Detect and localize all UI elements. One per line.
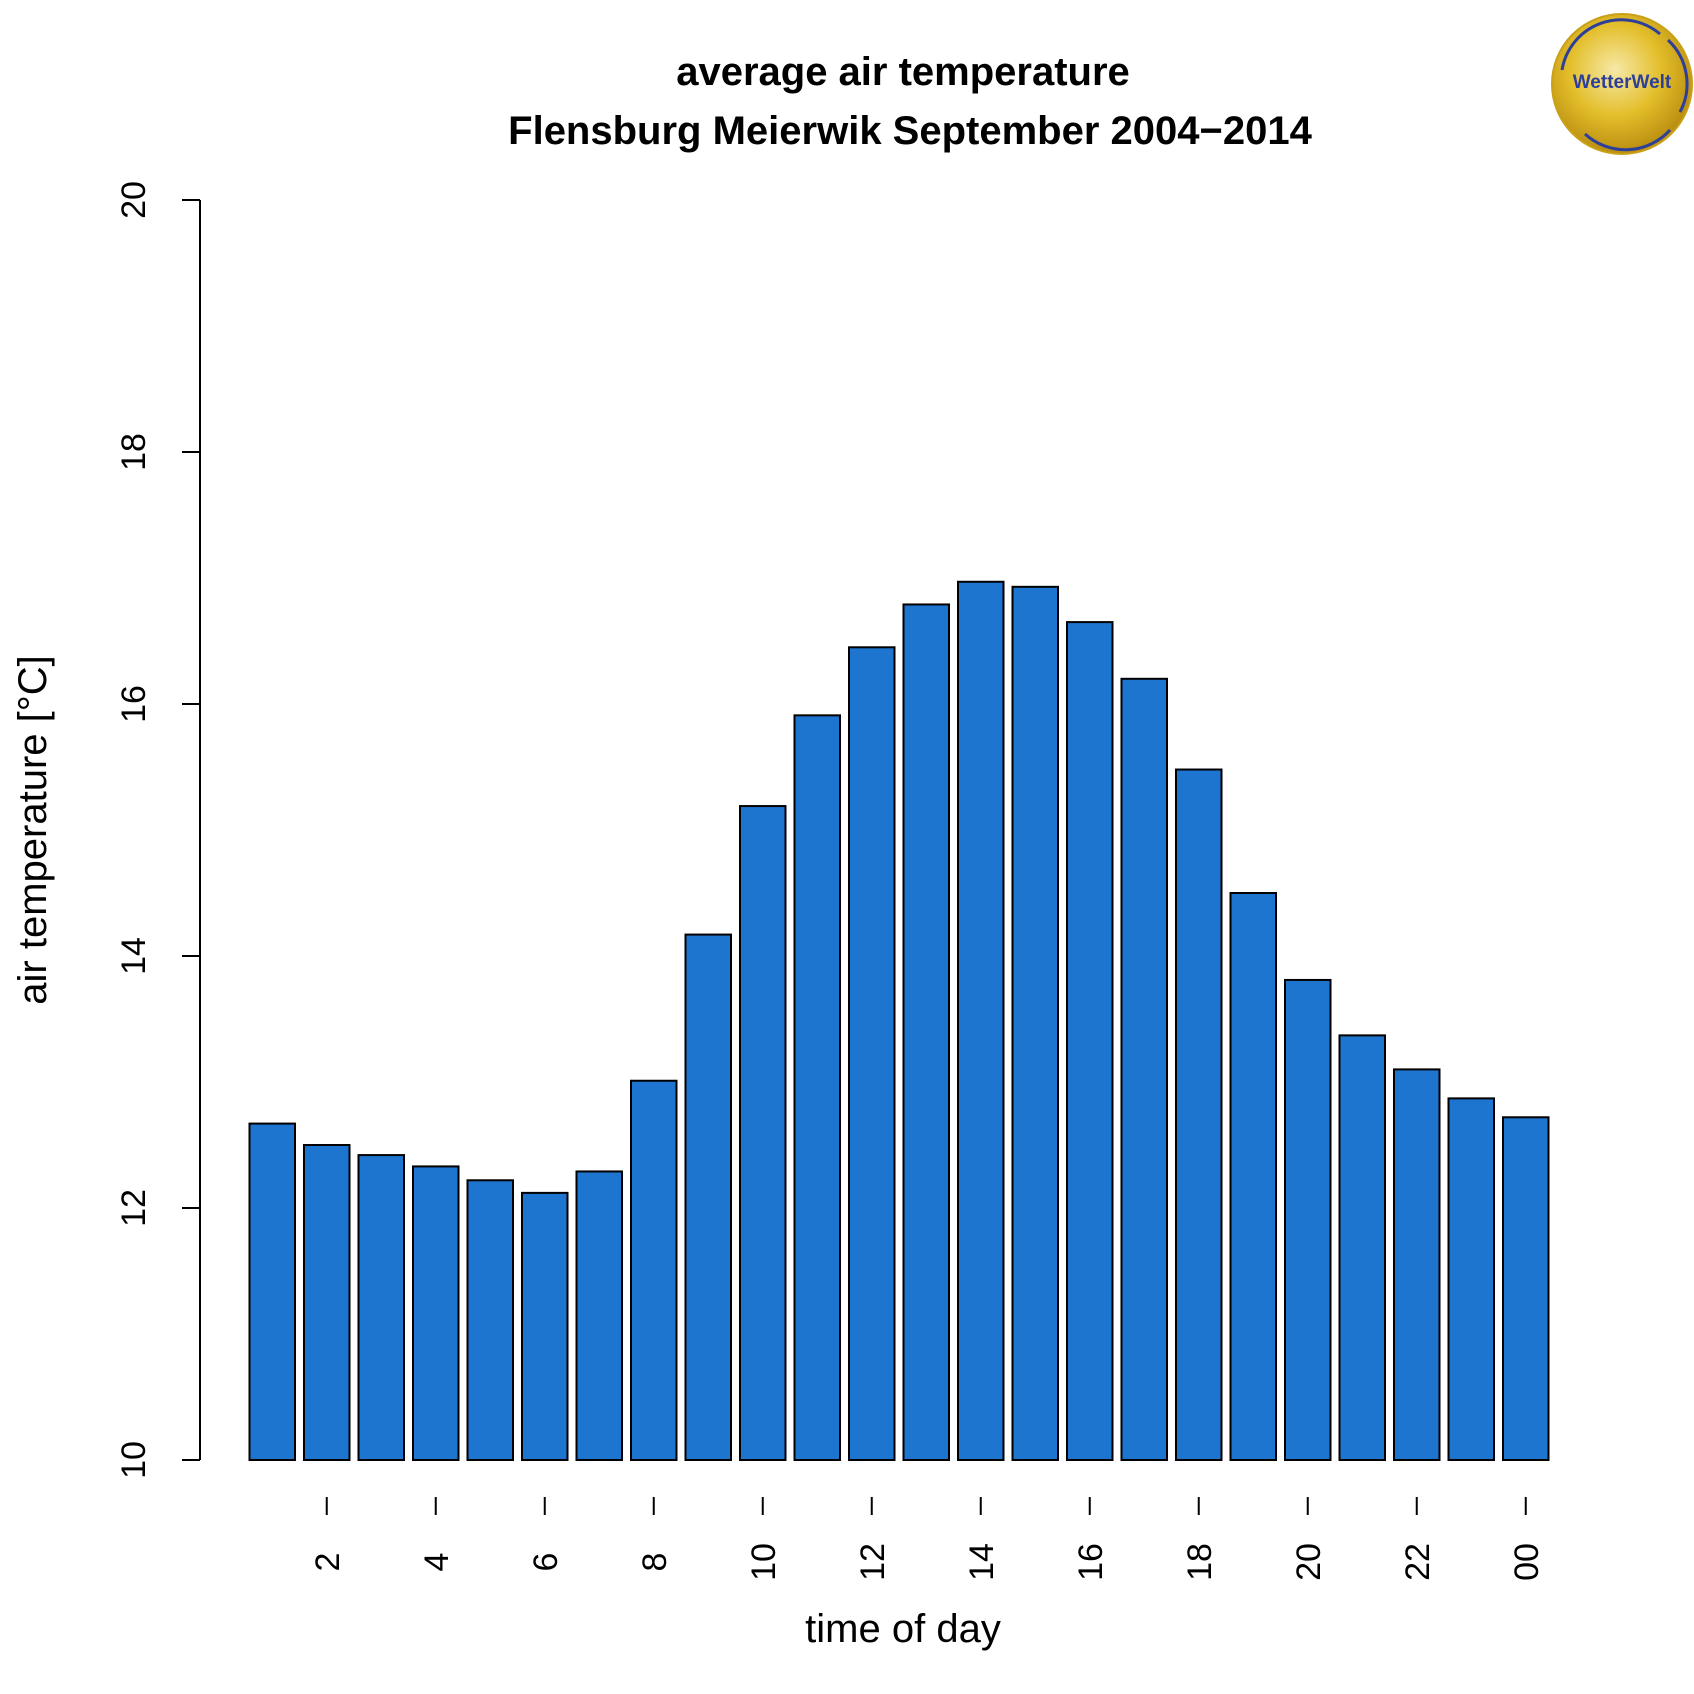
bar bbox=[629, 1079, 678, 1461]
bar bbox=[520, 1191, 569, 1461]
bar bbox=[1011, 585, 1060, 1461]
bar bbox=[248, 1122, 297, 1461]
bar bbox=[1229, 892, 1278, 1461]
bar bbox=[411, 1165, 460, 1462]
bar bbox=[793, 714, 842, 1461]
x-tick-label: 2 bbox=[309, 1553, 347, 1572]
y-tick-label: 20 bbox=[115, 181, 153, 219]
bar bbox=[1065, 621, 1114, 1461]
x-tick-label: 14 bbox=[963, 1543, 1001, 1581]
y-tick-label: 10 bbox=[115, 1441, 153, 1479]
x-tick-label: 00 bbox=[1508, 1543, 1546, 1581]
y-tick-label: 18 bbox=[115, 433, 153, 471]
chart-title-line1: average air temperature bbox=[676, 50, 1130, 94]
bar bbox=[902, 603, 951, 1461]
bar bbox=[575, 1170, 624, 1461]
x-tick-label: 16 bbox=[1072, 1543, 1110, 1581]
bar bbox=[1174, 768, 1223, 1461]
y-tick-label: 16 bbox=[115, 685, 153, 723]
bar bbox=[1338, 1034, 1387, 1461]
y-axis: 10 12 14 16 18 20 bbox=[115, 181, 201, 1479]
x-tick-label: 4 bbox=[418, 1553, 456, 1572]
bar bbox=[738, 805, 787, 1461]
chart-title-line2: Flensburg Meierwik September 2004−2014 bbox=[508, 109, 1312, 153]
x-axis-label: time of day bbox=[805, 1607, 1001, 1651]
bar bbox=[466, 1179, 515, 1462]
y-tick-label: 14 bbox=[115, 937, 153, 975]
bar bbox=[1447, 1097, 1496, 1461]
logo-text: WetterWelt bbox=[1573, 72, 1672, 93]
x-tick-label: 8 bbox=[636, 1553, 674, 1572]
bar bbox=[1120, 677, 1169, 1461]
wetterwelt-logo: WetterWelt bbox=[1551, 13, 1693, 155]
x-tick-label: 10 bbox=[745, 1543, 783, 1581]
bar bbox=[956, 580, 1005, 1461]
bar bbox=[1392, 1068, 1441, 1462]
x-tick-label: 22 bbox=[1399, 1543, 1437, 1581]
x-tick-label: 18 bbox=[1181, 1543, 1219, 1581]
bar bbox=[847, 646, 896, 1461]
y-axis-label: air temperature [°C] bbox=[11, 655, 55, 1004]
y-tick-label: 12 bbox=[115, 1189, 153, 1227]
bar bbox=[684, 933, 733, 1461]
bar bbox=[1283, 978, 1332, 1461]
x-tick-label: 6 bbox=[527, 1553, 565, 1572]
x-tick-label: 20 bbox=[1290, 1543, 1328, 1581]
bar bbox=[357, 1154, 406, 1461]
x-axis: 2 4 6 8 10 12 14 16 18 20 22 00 bbox=[309, 1497, 1546, 1581]
bars-group bbox=[248, 580, 1550, 1462]
x-tick-label: 12 bbox=[854, 1543, 892, 1581]
bar bbox=[302, 1144, 351, 1461]
bar bbox=[1501, 1116, 1550, 1462]
